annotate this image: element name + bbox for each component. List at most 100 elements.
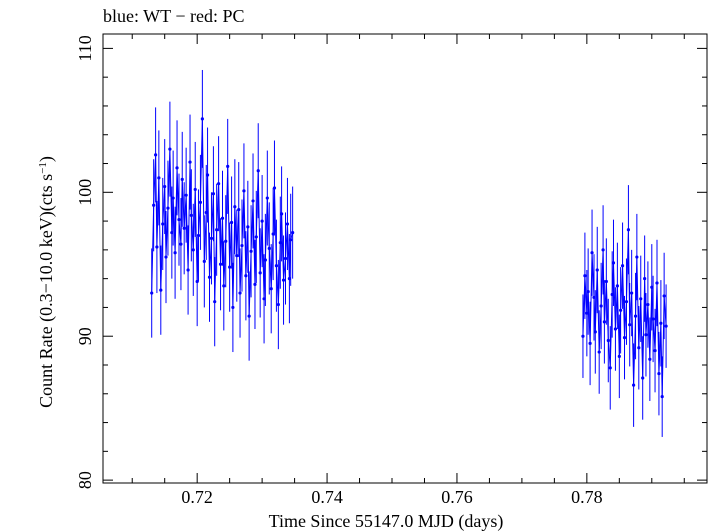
data-point <box>626 228 631 232</box>
data-point <box>272 186 277 190</box>
data-point <box>166 206 170 210</box>
data-point <box>280 212 284 216</box>
data-point <box>184 193 188 197</box>
data-point <box>595 268 599 272</box>
data-point <box>664 324 668 328</box>
data-point <box>597 350 601 354</box>
data-point <box>173 251 177 255</box>
data-point <box>220 216 225 220</box>
x-axis-ticks: 0.72 0.74 0.76 0.78 <box>131 34 685 507</box>
data-series-layer <box>150 69 668 437</box>
data-point <box>632 383 636 387</box>
data-point <box>283 256 288 261</box>
data-point <box>624 300 629 304</box>
data-point <box>653 349 657 353</box>
data-point <box>643 277 647 281</box>
data-point <box>237 207 241 212</box>
data-point <box>285 222 290 226</box>
data-point <box>180 177 184 181</box>
data-point <box>222 284 226 288</box>
data-point <box>593 330 597 334</box>
x-tick-label: 0.72 <box>181 487 213 507</box>
data-point <box>637 346 641 350</box>
data-point <box>635 255 639 259</box>
data-point <box>231 305 235 310</box>
data-point <box>613 327 618 331</box>
data-point <box>186 268 190 272</box>
data-point <box>217 182 221 186</box>
data-point <box>238 291 242 295</box>
data-point <box>602 320 606 324</box>
data-point <box>215 228 219 232</box>
data-point <box>163 184 167 189</box>
data-point <box>179 242 183 246</box>
data-point <box>289 238 293 242</box>
data-point <box>276 302 280 307</box>
data-point <box>205 173 210 177</box>
data-point <box>267 246 271 251</box>
data-point <box>651 317 655 321</box>
data-point <box>202 259 206 263</box>
data-point <box>260 219 264 223</box>
data-point <box>226 164 230 168</box>
data-point <box>269 287 273 291</box>
data-point <box>240 243 244 248</box>
data-point <box>581 334 585 338</box>
data-point <box>657 372 661 376</box>
data-point <box>655 281 659 285</box>
data-point <box>242 189 246 193</box>
data-point <box>229 220 234 225</box>
x-tick-label: 0.78 <box>571 487 603 507</box>
data-point <box>630 291 634 295</box>
data-point <box>228 265 232 269</box>
data-point <box>590 251 594 255</box>
x-tick-label: 0.76 <box>441 487 473 507</box>
data-point <box>254 235 258 239</box>
data-point <box>251 199 255 203</box>
data-point <box>200 117 204 121</box>
data-point <box>256 169 260 173</box>
data-point <box>646 302 650 307</box>
data-point <box>209 236 214 240</box>
data-point <box>659 321 663 325</box>
data-point <box>154 153 158 157</box>
data-point <box>159 288 163 292</box>
data-point <box>608 366 612 370</box>
y-axis-label-exponent: −1 <box>37 162 49 174</box>
data-point <box>207 275 212 279</box>
x-tick-label: 0.74 <box>311 487 343 507</box>
data-point <box>258 271 262 275</box>
y-axis-ticks: 80 90 100 110 <box>75 35 707 489</box>
data-point <box>604 279 608 284</box>
data-point <box>182 226 186 230</box>
data-point <box>244 274 248 278</box>
y-tick-label: 100 <box>75 179 95 206</box>
data-point <box>171 196 175 200</box>
y-axis-label-close: ) <box>36 156 57 162</box>
data-point <box>588 341 592 346</box>
data-point <box>168 147 172 151</box>
data-point <box>155 245 159 249</box>
data-point <box>150 291 154 295</box>
data-point <box>263 258 267 262</box>
data-point <box>644 333 648 337</box>
data-point <box>265 196 269 200</box>
data-point <box>233 205 237 209</box>
data-point <box>599 304 603 308</box>
data-point <box>586 289 590 294</box>
data-point <box>274 264 279 268</box>
data-point <box>164 255 168 259</box>
y-axis-label-main: Count Rate (0.3−10.0 keV)(cts s <box>36 174 57 408</box>
data-point <box>291 230 295 235</box>
data-point <box>633 314 638 318</box>
data-point <box>152 203 156 207</box>
data-point <box>193 187 197 192</box>
data-point <box>606 338 610 343</box>
data-point <box>583 274 587 278</box>
data-point <box>247 314 251 318</box>
data-point <box>188 160 192 164</box>
data-point <box>611 261 616 265</box>
data-point <box>218 262 223 266</box>
data-point <box>175 166 179 170</box>
